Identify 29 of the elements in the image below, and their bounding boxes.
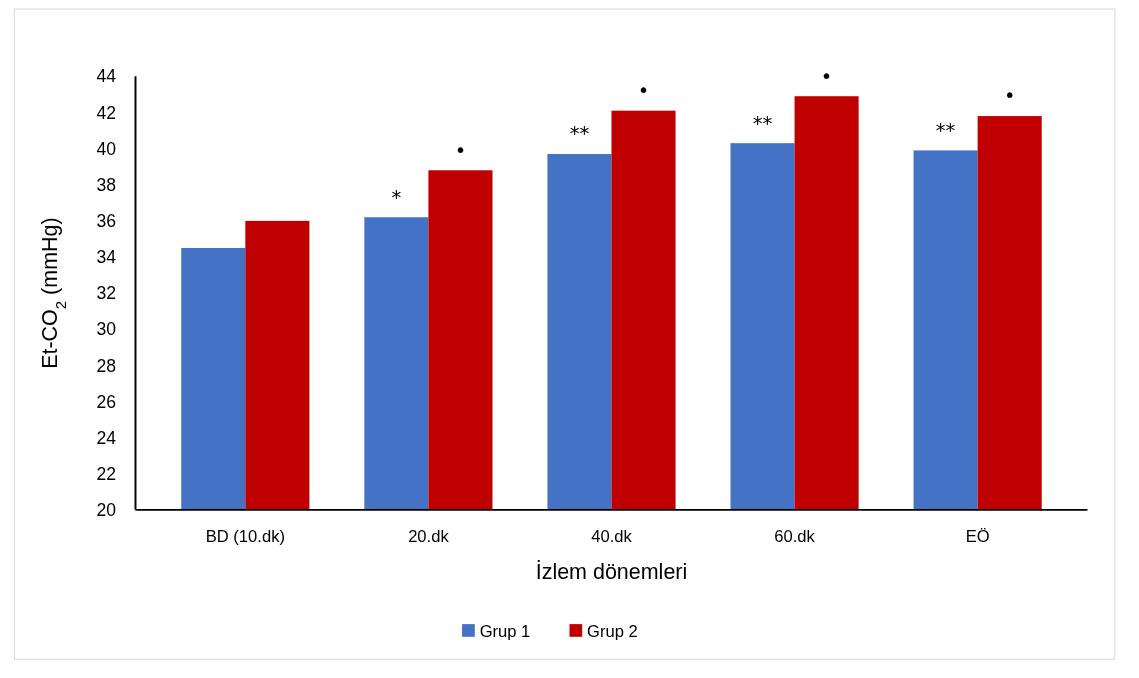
y-tick-label: 36 (96, 211, 116, 232)
x-tick-label: EÖ (965, 527, 990, 547)
annotation: • (1003, 84, 1016, 108)
annotation: ** (935, 118, 956, 142)
x-tick-label: 20.dk (408, 527, 450, 547)
y-tick-label: 34 (96, 247, 117, 268)
annotation: • (820, 64, 833, 88)
annotation: ** (569, 122, 590, 146)
x-tick-label: BD (10.dk) (205, 527, 285, 547)
annotation: ** (752, 111, 773, 135)
y-tick-label: 44 (96, 66, 117, 87)
y-tick-label: 42 (96, 102, 116, 123)
x-tick-label: 40.dk (591, 527, 633, 547)
y-tick-label: 22 (96, 463, 116, 484)
annotation: • (637, 79, 650, 102)
legend-label: Grup 2 (587, 621, 638, 641)
y-tick-label: 24 (96, 427, 117, 448)
annotation: • (454, 138, 467, 162)
y-tick-label: 26 (96, 391, 116, 412)
annotation: * (391, 185, 402, 209)
y-tick-label: 38 (96, 174, 116, 195)
x-tick-label: 60.dk (774, 527, 816, 547)
legend-label: Grup 1 (479, 621, 531, 641)
y-tick-label: 28 (96, 355, 116, 376)
y-tick-label: 30 (96, 319, 117, 340)
y-tick-label: 32 (96, 283, 116, 304)
x-axis-title: İzlem dönemleri (535, 560, 688, 585)
y-tick-label: 40 (96, 138, 117, 159)
y-tick-label: 20 (96, 500, 117, 521)
